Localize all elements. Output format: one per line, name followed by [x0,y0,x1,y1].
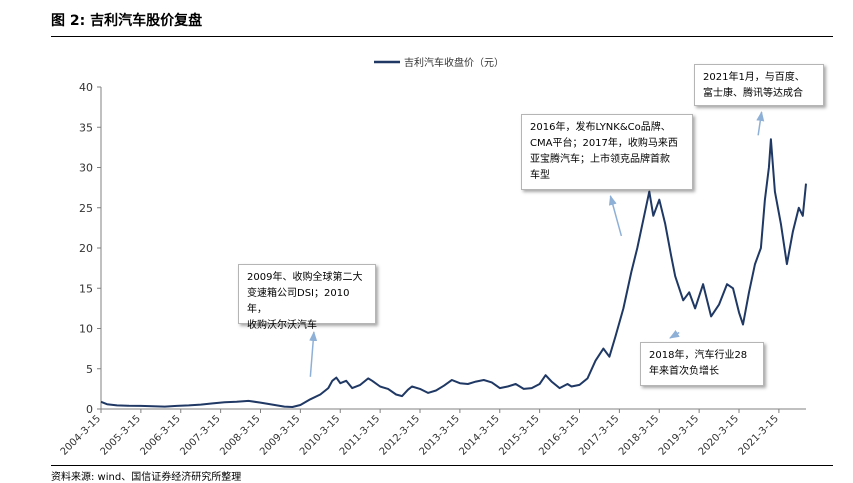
annotation-2016-2017: 2016年，发布LYNK&Co品牌、 CMA平台；2017年，收购马来西 亚宝腾… [521,114,693,190]
y-tick-label: 0 [86,403,93,416]
y-tick-label: 40 [79,81,93,94]
y-tick-label: 35 [79,121,93,134]
price-series-line [100,138,807,408]
y-tick-label: 30 [79,162,93,175]
footer-rule [51,465,833,466]
x-tick-label: 2004-3-15 [59,413,103,457]
x-tick-label: 2014-3-15 [457,413,501,457]
y-tick-label: 5 [86,363,93,376]
annotation-2021: 2021年1月，与百度、 富士康、腾讯等达成合 [694,64,824,106]
x-tick-label: 2019-3-15 [657,413,701,457]
x-tick-label: 2011-3-15 [338,413,382,457]
annotation-arrow [669,329,680,339]
y-tick-label: 25 [79,202,93,215]
x-tick-label: 2015-3-15 [497,413,541,457]
annotation-arrow [309,331,318,377]
x-tick-label: 2005-3-15 [99,413,143,457]
x-tick-label: 2021-3-15 [737,413,781,457]
x-tick-label: 2006-3-15 [138,413,182,457]
x-tick-label: 2020-3-15 [697,413,741,457]
source-note: 资料来源: wind、国信证券经济研究所整理 [51,472,242,483]
x-tick-label: 2013-3-15 [418,413,462,457]
x-tick-label: 2017-3-15 [577,413,621,457]
annotation-2018: 2018年，汽车行业28 年来首次负增长 [640,342,764,386]
legend-label: 吉利汽车收盘价（元） [404,56,504,69]
x-tick-label: 2010-3-15 [298,413,342,457]
x-tick-label: 2012-3-15 [378,413,422,457]
annotation-2009-2010: 2009年、收购全球第二大 变速箱公司DSI；2010年， 收购沃尔沃汽车 [238,264,376,331]
figure-title: 图 2: 吉利汽车股价复盘 [51,13,203,29]
annotation-arrow [608,195,623,237]
annotation-arrow [756,111,765,136]
x-tick-label: 2009-3-15 [258,413,302,457]
x-tick-label: 2018-3-15 [617,413,661,457]
x-tick-label: 2008-3-15 [218,413,262,457]
y-tick-label: 15 [79,282,93,295]
title-rule [51,36,833,37]
y-tick-label: 10 [79,323,93,336]
x-tick-label: 2016-3-15 [537,413,581,457]
x-tick-label: 2007-3-15 [178,413,222,457]
y-tick-label: 20 [79,242,93,255]
